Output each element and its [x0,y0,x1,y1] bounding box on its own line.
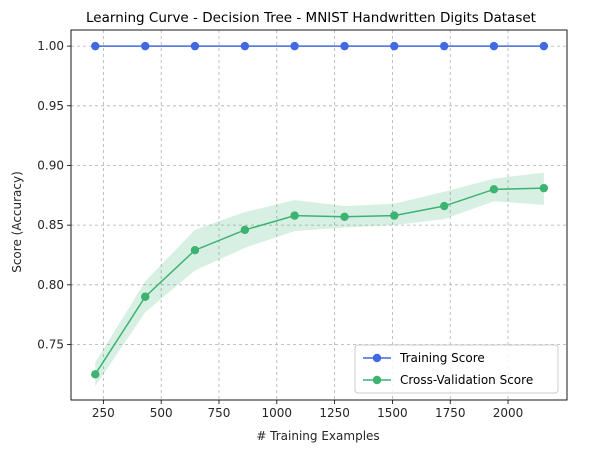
y-axis-ticks: 0.75 0.80 0.85 0.90 0.95 1.00 [37,39,71,352]
x-tick-label: 1000 [262,406,293,420]
point-series-1 [390,211,399,220]
point-series-0 [440,41,449,51]
point-series-1 [141,292,150,301]
x-tick-label: 750 [208,406,231,420]
legend-marker [372,375,382,385]
point-series-1 [240,225,250,235]
point-series-0 [340,41,349,51]
y-tick-label: 0.75 [37,338,64,352]
legend-box [354,344,559,394]
point-series-0 [539,41,549,51]
grid [71,30,567,400]
point-series-1 [340,212,349,221]
point-series-0 [290,41,299,51]
series-lines [94,45,544,375]
x-axis-ticks: 250 500 750 1000 1250 1500 1750 2000 [92,400,523,420]
point-series-1 [440,201,449,211]
legend-marker [372,353,382,363]
x-tick-label: 2000 [493,406,524,420]
legend-label: Training Score [399,351,485,365]
plot-frame [70,29,568,401]
point-series-0 [390,41,399,51]
y-tick-label: 0.95 [37,99,64,113]
point-series-1 [290,211,299,220]
x-tick-label: 500 [150,406,173,420]
legend: Training Score Cross-Validation Score [354,344,559,394]
point-series-1 [539,183,549,193]
x-tick-label: 1250 [319,406,350,420]
point-series-0 [91,41,100,51]
point-series-0 [141,41,150,51]
point-series-0 [190,41,200,51]
legend-label: Cross-Validation Score [400,373,533,387]
point-series-1 [91,370,100,379]
series-points [91,41,549,379]
point-series-1 [489,185,499,194]
y-tick-label: 0.90 [37,158,64,172]
point-series-0 [240,41,250,51]
x-tick-label: 1750 [435,406,466,420]
band-series-1 [95,172,544,387]
y-axis-label: Score (Accuracy) [10,171,24,273]
x-tick-label: 250 [92,406,115,420]
x-axis-label: # Training Examples [256,429,379,443]
chart-title: Learning Curve - Decision Tree - MNIST H… [86,10,536,26]
x-tick-label: 1500 [377,406,408,420]
confidence-bands [95,172,544,387]
line-series-1 [94,187,544,375]
y-tick-label: 0.85 [37,218,64,232]
y-tick-label: 0.80 [37,278,64,292]
point-series-0 [489,41,499,51]
y-tick-label: 1.00 [37,39,64,53]
point-series-1 [190,246,200,255]
